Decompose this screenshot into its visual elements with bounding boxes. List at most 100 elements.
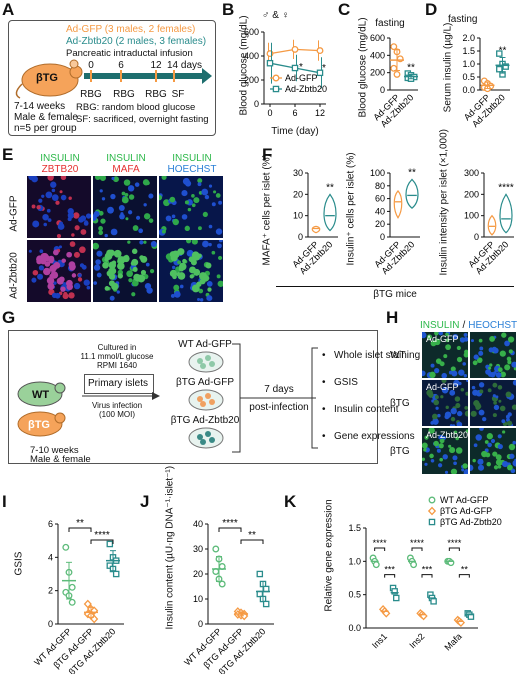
nucleus: [428, 428, 435, 434]
nucleus: [111, 282, 119, 291]
nucleus: [165, 215, 172, 222]
nucleus: [506, 356, 512, 362]
nucleus: [208, 242, 212, 247]
b-legend-label: Ad-GFP: [285, 73, 318, 83]
nucleus: [456, 410, 463, 417]
nucleus: [463, 336, 468, 342]
c-ytick-label: 0: [380, 85, 385, 95]
f1-ylabel: MAFA⁺ cells per islet (%): [261, 154, 273, 266]
nucleus: [450, 468, 458, 474]
c-point: [390, 43, 398, 51]
f2-violin: [393, 190, 403, 219]
d-ytick-label: 0.5: [462, 72, 475, 82]
nucleus: [113, 249, 122, 258]
nucleus: [462, 362, 466, 366]
sex-label: Male & female: [14, 112, 78, 123]
nucleus: [181, 214, 188, 220]
nucleus: [67, 212, 74, 219]
nucleus: [78, 216, 84, 223]
nucleus: [450, 416, 456, 422]
nucleus: [73, 212, 80, 219]
k-ytick-label: 1.0: [348, 556, 361, 566]
nucleus: [437, 463, 443, 468]
h-micrograph-tile-texture: [426, 380, 468, 426]
n-label: n=5 per group: [14, 123, 77, 134]
f1-ytick-label: 30: [293, 168, 303, 178]
nucleus: [215, 228, 223, 235]
nucleus: [476, 404, 482, 409]
f3-ytick-label: 0: [474, 232, 479, 242]
nucleus: [458, 381, 462, 386]
nucleus: [470, 464, 474, 472]
b-point: [316, 69, 324, 77]
nucleus: [451, 370, 458, 377]
nucleus: [113, 176, 119, 183]
e-micrograph-tile-texture: [28, 176, 91, 238]
nucleus: [169, 196, 176, 203]
e-micrograph-tile: [159, 176, 223, 238]
nucleus: [470, 339, 475, 343]
h-header-insulin: INSULIN: [420, 320, 460, 331]
nucleus: [93, 281, 98, 285]
d-point: [496, 65, 503, 73]
nucleus: [433, 440, 439, 447]
f2-ytick-label: 0: [380, 232, 385, 242]
c-point: [393, 70, 401, 78]
nucleus: [218, 240, 223, 243]
h-header-sep: /: [462, 320, 466, 331]
nucleus: [441, 386, 449, 394]
nucleus: [430, 363, 435, 368]
nucleus: [117, 256, 126, 264]
nucleus: [423, 448, 427, 452]
g-btg-label: βTG: [28, 419, 50, 431]
k-legend-label: βTG Ad-GFP: [440, 506, 492, 516]
k-sig-mark: ****: [373, 538, 388, 548]
nucleus: [436, 448, 441, 453]
nucleus: [161, 176, 167, 180]
nucleus: [464, 405, 468, 410]
nucleus: [453, 380, 460, 387]
nucleus: [63, 291, 68, 297]
k-point: [410, 561, 418, 569]
k-sig-bracket: [411, 547, 423, 551]
j-point: [212, 545, 220, 553]
d-sig-mark: **: [499, 46, 507, 57]
k-sig-mark: ****: [447, 538, 462, 548]
i-sig-bracket: [68, 527, 92, 532]
nucleus: [77, 277, 83, 282]
nucleus: [492, 346, 497, 351]
d-point: [496, 50, 503, 57]
nucleus: [143, 213, 151, 220]
e-micrograph-tile-texture: [159, 176, 223, 236]
nucleus: [43, 222, 48, 227]
nucleus: [460, 387, 465, 392]
nucleus: [456, 345, 461, 351]
nucleus: [455, 403, 461, 409]
k-category-label: Mafa: [443, 631, 464, 652]
nucleus: [479, 428, 484, 431]
nucleus: [173, 290, 181, 298]
nucleus: [441, 372, 448, 378]
b-ytick-label: 200: [244, 75, 259, 85]
nucleus: [472, 389, 479, 396]
nucleus: [131, 258, 139, 266]
nucleus: [184, 225, 190, 232]
panel-label-g: G: [2, 308, 16, 327]
f-footer: βTG mice: [373, 289, 417, 300]
nucleus: [508, 443, 516, 451]
nucleus: [461, 468, 465, 472]
nucleus: [429, 453, 434, 459]
panel-a-box: [8, 20, 216, 136]
e-row1-label: Ad-GFP: [8, 195, 20, 232]
nucleus: [191, 203, 196, 208]
nucleus: [463, 374, 467, 378]
nucleus: [124, 192, 129, 197]
nucleus: [56, 233, 61, 238]
timeline: [84, 68, 212, 84]
nucleus: [182, 258, 187, 264]
nucleus: [472, 458, 476, 463]
f3-ytick-label: 100: [464, 211, 479, 221]
mouse-label: βTG: [36, 72, 58, 84]
nucleus: [83, 279, 90, 286]
